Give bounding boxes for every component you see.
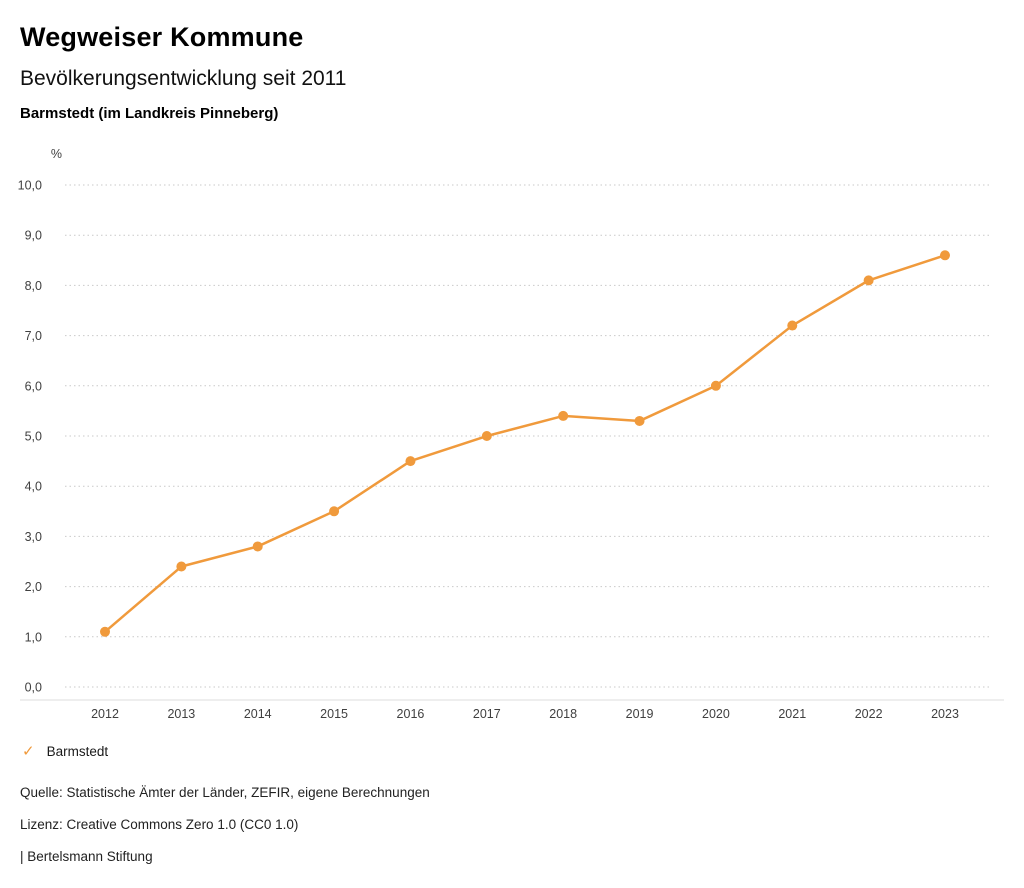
data-point[interactable] xyxy=(176,561,187,572)
x-tick-label: 2018 xyxy=(549,707,577,721)
y-tick-label: 0,0 xyxy=(25,681,42,695)
y-tick-label: 3,0 xyxy=(25,530,42,544)
y-tick-label: 4,0 xyxy=(25,480,42,494)
y-tick-label: 10,0 xyxy=(18,179,42,193)
chart-footer: Quelle: Statistische Ämter der Länder, Z… xyxy=(20,785,430,881)
chart-canvas: % 0,0 1,0 2,0 3,0 4,0 5,0 6,0 7,0 8,0 9,0 10,0 2012 2… xyxy=(18,147,1004,721)
x-tick-label: 2020 xyxy=(702,707,730,721)
series-line xyxy=(103,254,947,634)
x-tick-label: 2022 xyxy=(855,707,883,721)
y-tick-label: 9,0 xyxy=(25,229,42,243)
x-tick-label: 2012 xyxy=(91,707,119,721)
data-point[interactable] xyxy=(787,320,798,331)
y-axis-unit-label: % xyxy=(51,147,62,161)
y-tick-label: 8,0 xyxy=(25,279,42,293)
y-tick-label: 1,0 xyxy=(25,630,42,644)
data-point[interactable] xyxy=(329,506,340,517)
y-tick-label: 2,0 xyxy=(25,580,42,594)
x-tick-label: 2017 xyxy=(473,707,501,721)
chart-subtitle: Barmstedt (im Landkreis Pinneberg) xyxy=(20,105,279,122)
data-point[interactable] xyxy=(100,626,110,637)
x-tick-label: 2016 xyxy=(397,707,425,721)
legend-label: Barmstedt xyxy=(46,744,109,759)
line-chart: % 0,0 1,0 2,0 3,0 4,0 5,0 6,0 7,0 8,0 9,0 10,0 2012 2… xyxy=(0,140,1024,740)
data-point[interactable] xyxy=(940,250,950,261)
y-tick-label: 6,0 xyxy=(25,379,42,393)
x-tick-label: 2019 xyxy=(626,707,654,721)
brand-title: Wegweiser Kommune xyxy=(20,22,304,52)
data-point[interactable] xyxy=(252,541,263,552)
data-point[interactable] xyxy=(558,410,569,421)
data-point[interactable] xyxy=(634,415,645,426)
chart-header: Wegweiser Kommune Bevölkerungsentwicklun… xyxy=(0,0,1024,122)
x-tick-label: 2015 xyxy=(320,707,348,721)
license-text: Lizenz: Creative Commons Zero 1.0 (CC0 1… xyxy=(20,817,299,832)
x-tick-label: 2021 xyxy=(778,707,806,721)
data-point[interactable] xyxy=(481,431,492,441)
y-tick-label: 5,0 xyxy=(25,430,42,444)
x-tick-label: 2023 xyxy=(931,707,959,721)
y-tick-label: 7,0 xyxy=(25,329,42,343)
data-point[interactable] xyxy=(405,456,416,467)
chart-title: Bevölkerungsentwicklung seit 2011 xyxy=(20,67,347,90)
legend-item-barmstedt[interactable]: ✓ Barmstedt xyxy=(22,744,108,759)
source-text: Quelle: Statistische Ämter der Länder, Z… xyxy=(20,785,430,800)
data-point[interactable] xyxy=(863,275,874,286)
x-tick-label: 2014 xyxy=(244,707,272,721)
legend-check-icon: ✓ xyxy=(22,743,35,760)
x-tick-label: 2013 xyxy=(167,707,195,721)
data-point[interactable] xyxy=(710,380,721,391)
attribution-text: | Bertelsmann Stiftung xyxy=(20,849,153,864)
